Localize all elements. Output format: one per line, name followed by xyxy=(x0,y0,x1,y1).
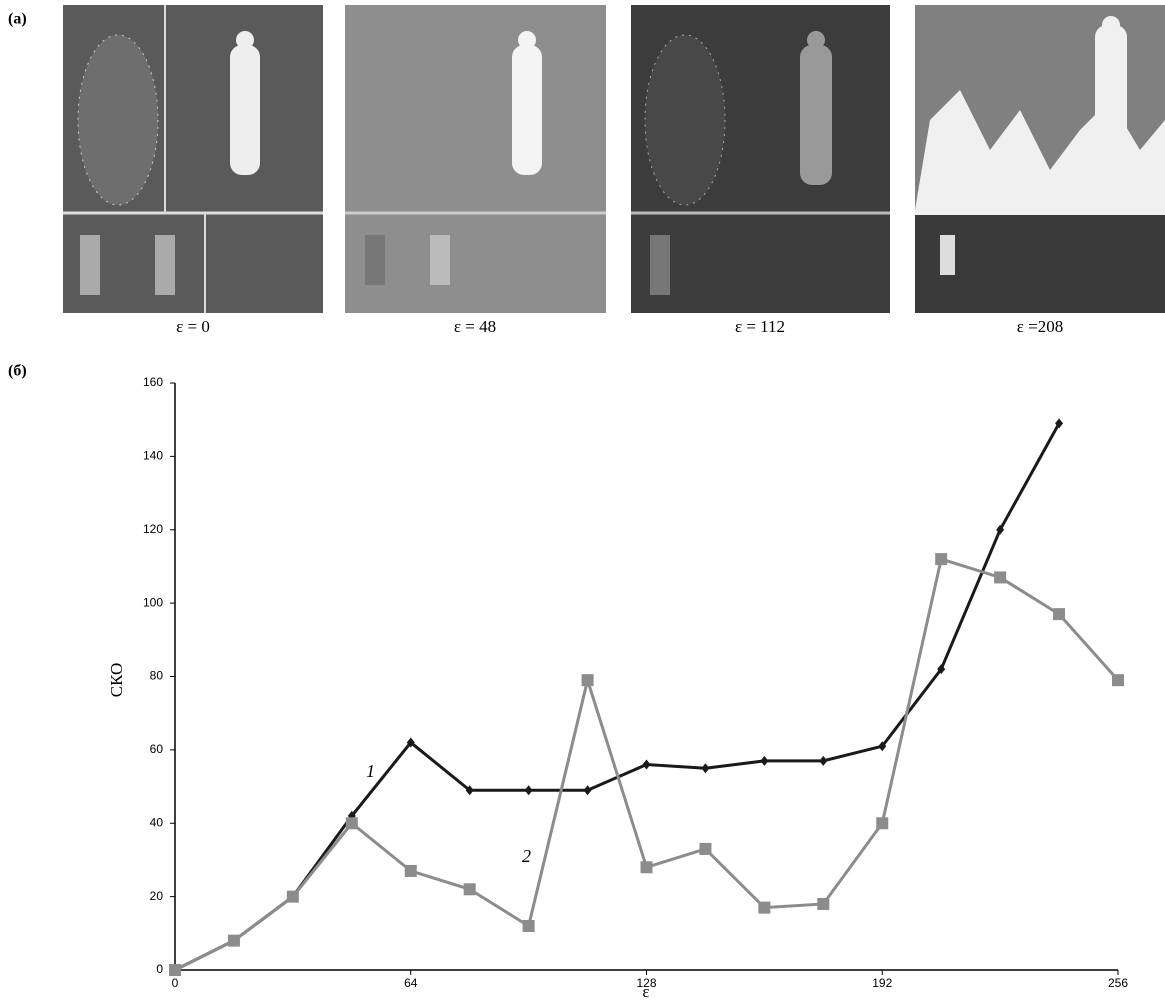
x-axis-label: ε xyxy=(642,982,649,1001)
marker xyxy=(642,759,651,770)
marker xyxy=(406,737,415,748)
image-caption: ε = 48 xyxy=(454,317,496,336)
image-panel xyxy=(631,5,890,313)
x-tick-label: 256 xyxy=(1108,976,1128,990)
series-annotation: 2 xyxy=(522,846,531,866)
marker xyxy=(465,785,474,796)
y-tick-label: 20 xyxy=(150,889,164,903)
y-tick-label: 160 xyxy=(143,375,163,389)
y-tick-label: 120 xyxy=(143,522,163,536)
marker xyxy=(522,919,535,932)
panel-label: (а) xyxy=(8,11,27,28)
y-tick-label: 140 xyxy=(143,449,163,463)
image-caption: ε =208 xyxy=(1017,317,1063,336)
marker xyxy=(227,934,240,947)
y-tick-label: 40 xyxy=(150,815,164,829)
image-panel xyxy=(63,5,323,313)
marker xyxy=(937,664,946,675)
marker xyxy=(878,741,887,752)
image-panel xyxy=(345,5,606,313)
x-tick-label: 64 xyxy=(404,976,418,990)
marker xyxy=(640,861,653,874)
marker xyxy=(1112,674,1124,687)
image-panel xyxy=(915,5,1165,313)
marker xyxy=(1053,608,1066,621)
y-tick-label: 60 xyxy=(150,742,164,756)
marker xyxy=(996,524,1005,535)
image-caption: ε = 0 xyxy=(176,317,210,336)
series-annotation: 1 xyxy=(366,761,375,781)
series-line xyxy=(174,422,1061,972)
panel-label: (б) xyxy=(8,363,27,380)
marker xyxy=(876,817,889,830)
marker xyxy=(524,785,533,796)
marker xyxy=(935,553,948,566)
marker xyxy=(463,883,476,896)
marker xyxy=(758,901,771,914)
x-tick-label: 0 xyxy=(172,976,179,990)
image-caption: ε = 112 xyxy=(735,317,785,336)
marker xyxy=(994,571,1007,584)
marker xyxy=(760,755,769,766)
marker xyxy=(819,755,828,766)
marker xyxy=(583,785,592,796)
x-tick-label: 192 xyxy=(872,976,892,990)
x-tick-label: 128 xyxy=(636,976,656,990)
marker xyxy=(1055,418,1064,429)
marker xyxy=(169,964,181,976)
marker xyxy=(404,864,417,877)
marker xyxy=(817,897,830,910)
y-axis-label: СКО xyxy=(107,663,126,698)
marker xyxy=(345,817,358,830)
marker xyxy=(699,842,712,855)
marker xyxy=(581,674,594,687)
marker xyxy=(286,890,299,903)
marker xyxy=(701,763,710,774)
y-tick-label: 0 xyxy=(156,962,163,976)
y-tick-label: 80 xyxy=(150,669,164,683)
y-tick-label: 100 xyxy=(143,595,163,609)
